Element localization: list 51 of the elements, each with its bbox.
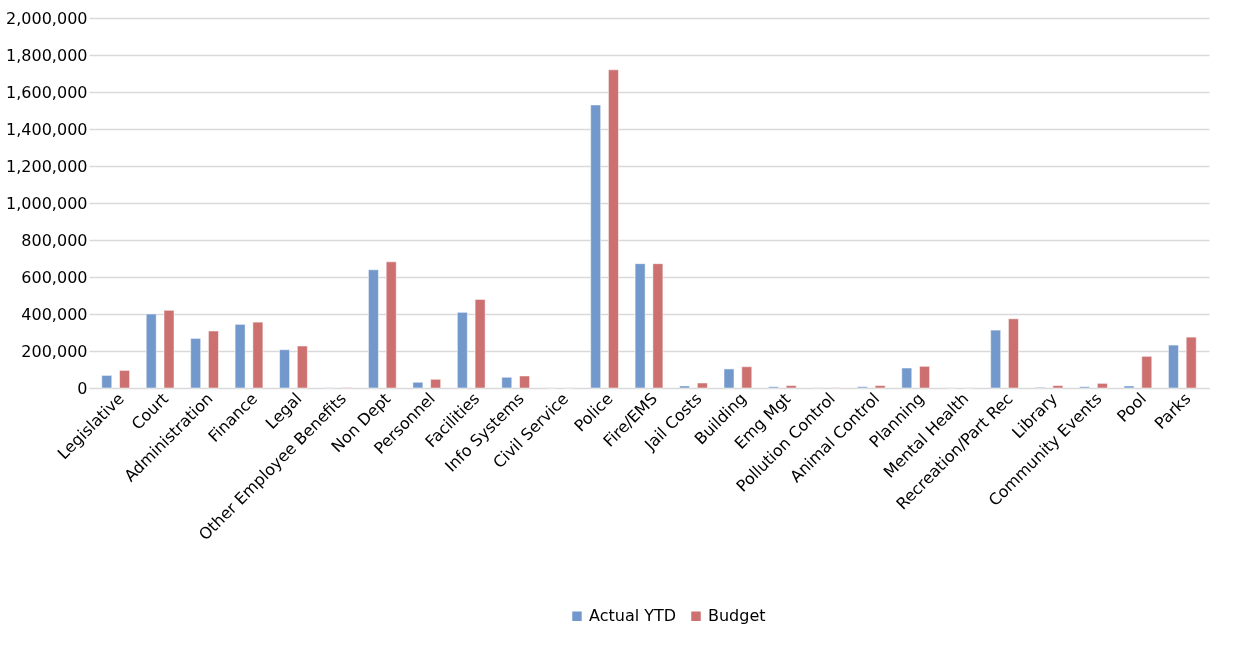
- bar: [919, 366, 930, 389]
- y-tick-label: 1,400,000: [6, 119, 88, 139]
- bar: [634, 263, 646, 389]
- y-tick-label: 1,000,000: [6, 193, 88, 213]
- bar: [297, 345, 308, 389]
- bar: [1123, 385, 1135, 389]
- bar: [1185, 336, 1197, 389]
- bar: [101, 375, 113, 389]
- bar: [697, 382, 708, 389]
- bar: [145, 313, 157, 389]
- bar: [1052, 385, 1064, 389]
- bar: [208, 330, 219, 389]
- bar: [163, 310, 175, 389]
- bar: [457, 312, 468, 389]
- bar: [119, 370, 130, 389]
- y-tick-label: 600,000: [21, 267, 88, 287]
- y-tick-label: 1,200,000: [6, 156, 88, 176]
- y-tick-label: 1,600,000: [6, 82, 88, 102]
- bar: [190, 338, 201, 389]
- bar: [519, 375, 530, 389]
- bar: [474, 299, 486, 389]
- legend-label: Budget: [708, 606, 766, 626]
- bar: [501, 377, 513, 389]
- bar: [652, 263, 664, 389]
- bar: [234, 324, 246, 389]
- bar: [252, 321, 264, 389]
- bar: [1168, 344, 1179, 389]
- bar: [608, 69, 619, 389]
- y-tick-label: 800,000: [21, 230, 88, 250]
- bar: [590, 104, 601, 389]
- y-tick-label: 0: [77, 378, 88, 398]
- bar: [368, 269, 379, 389]
- bar: [741, 366, 753, 389]
- bar: [874, 385, 886, 389]
- legend-label: Actual YTD: [589, 606, 677, 626]
- bar: [1097, 383, 1108, 389]
- bar: [785, 385, 797, 389]
- y-tick-label: 200,000: [21, 341, 88, 361]
- bar: [901, 367, 913, 389]
- y-tick-label: 2,000,000: [6, 8, 88, 28]
- y-tick-label: 400,000: [21, 304, 88, 324]
- bar: [1008, 318, 1019, 389]
- y-tick-label: 1,800,000: [6, 45, 88, 65]
- bar: [990, 329, 1001, 389]
- bar: [723, 368, 735, 389]
- bar: [279, 349, 290, 389]
- bar: [385, 261, 397, 389]
- bar: [412, 382, 424, 389]
- bar: [1141, 356, 1153, 389]
- bar: [679, 385, 690, 389]
- bar: [430, 379, 441, 389]
